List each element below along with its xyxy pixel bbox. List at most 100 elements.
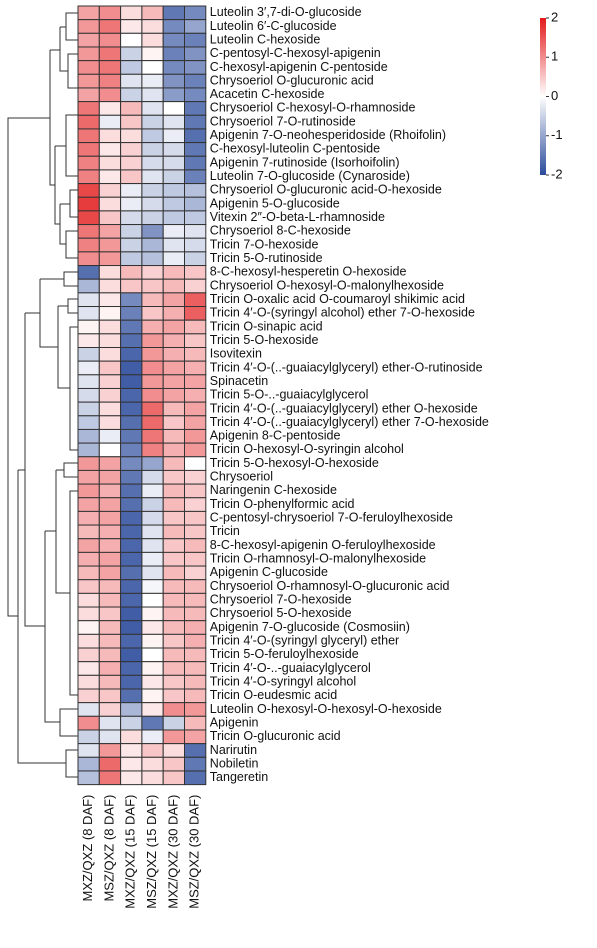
heatmap-cell	[162, 469, 185, 485]
row-label: Apigenin 7-O-neohesperidoside (Rhoifolin…	[210, 128, 446, 142]
heatmap-cell	[98, 647, 122, 663]
heatmap-cell	[98, 702, 122, 717]
heatmap-cell	[98, 265, 122, 280]
heatmap-cell	[120, 306, 143, 321]
heatmap-cell	[77, 620, 100, 635]
heatmap-cell	[184, 483, 207, 499]
heatmap-cell	[184, 770, 207, 786]
heatmap-cell	[98, 551, 122, 567]
heatmap-cell	[120, 647, 143, 663]
row-label: Tricin O-oxalic acid O-coumaroyl shikimi…	[210, 292, 465, 306]
heatmap-cell	[98, 606, 122, 622]
heatmap-cell	[98, 128, 122, 144]
heatmap-cell	[77, 428, 100, 444]
heatmap-cell	[141, 142, 164, 157]
heatmap-cell	[184, 551, 207, 567]
heatmap-cell	[141, 155, 164, 171]
heatmap-cell	[77, 510, 100, 526]
heatmap-cell	[184, 46, 207, 62]
heatmap-cell	[120, 196, 143, 212]
row-label: Tricin 4′-O-(..-guaiacylglyceryl) ether-…	[210, 360, 483, 374]
heatmap-cell	[120, 169, 143, 185]
row-label: Tricin O-hexosyl-O-syringin alcohol	[210, 442, 404, 456]
heatmap-cell	[184, 278, 207, 294]
row-label: Naringenin C-hexoside	[210, 483, 337, 497]
row-label: Tricin O-glucuronic acid	[210, 729, 341, 743]
row-label: Tricin O-phenylformic acid	[210, 497, 355, 511]
heatmap-cell	[120, 87, 143, 103]
heatmap-cell	[120, 333, 143, 348]
heatmap-cell	[162, 237, 185, 253]
heatmap-cell	[141, 674, 164, 690]
heatmap-cell	[141, 196, 164, 212]
heatmap-cell	[77, 715, 100, 731]
heatmap-cell	[98, 524, 122, 540]
heatmap-cell	[120, 278, 143, 294]
row-label: Vitexin 2″-O-beta-L-rhamnoside	[210, 210, 385, 224]
heatmap-cell	[77, 73, 100, 89]
row-label: Tricin 4′-O-(..-guaiacylglyceryl) ether …	[210, 401, 478, 415]
heatmap-cell	[120, 442, 143, 458]
heatmap-cell	[162, 715, 185, 731]
heatmap-cell	[184, 524, 207, 540]
heatmap-cell	[120, 210, 143, 226]
heatmap-cell	[184, 374, 207, 389]
heatmap-cell	[184, 415, 207, 430]
heatmap-cell	[162, 73, 185, 89]
heatmap-cell	[98, 401, 122, 417]
heatmap-cell	[98, 770, 122, 786]
heatmap-cell	[162, 647, 185, 663]
heatmap-cell	[184, 674, 207, 690]
heatmap-cell	[184, 592, 207, 608]
column-label: MXZ/QXZ (8 DAF)	[80, 795, 95, 902]
heatmap-cell	[184, 729, 207, 745]
heatmap-cell	[184, 251, 207, 267]
heatmap-cell	[184, 237, 207, 253]
heatmap-cell	[162, 360, 185, 376]
heatmap-cell	[162, 251, 185, 267]
heatmap-cell	[162, 292, 185, 308]
heatmap-cell	[77, 155, 100, 171]
heatmap-cell	[77, 210, 100, 226]
heatmap-cell	[184, 142, 207, 157]
row-label: Tricin 5-O-hexosyl-O-hexoside	[210, 456, 379, 470]
heatmap-cell	[120, 60, 143, 75]
row-label: Luteolin 6′-C-glucoside	[210, 19, 337, 33]
heatmap-cell	[162, 319, 185, 335]
row-label: Tricin 4′-O-syringyl alcohol	[210, 674, 356, 688]
heatmap-cell	[141, 415, 164, 430]
row-label: Nobiletin	[210, 756, 259, 770]
heatmap-cell	[77, 319, 100, 335]
heatmap-cell	[77, 524, 100, 540]
heatmap-cell	[120, 702, 143, 717]
heatmap-cell	[184, 633, 207, 649]
heatmap-cell	[120, 292, 143, 308]
heatmap-cell	[98, 442, 122, 458]
heatmap-cell	[77, 87, 100, 103]
row-label: Apigenin C-glucoside	[210, 565, 328, 579]
row-label: Tricin 5-O-rutinoside	[210, 251, 323, 265]
heatmap-cell	[184, 347, 207, 362]
heatmap-cell	[184, 688, 207, 704]
heatmap-cell	[162, 60, 185, 75]
heatmap-cell	[141, 510, 164, 526]
heatmap-cell	[162, 196, 185, 212]
heatmap-cell	[120, 251, 143, 267]
heatmap-cell	[162, 224, 185, 239]
heatmap-cell	[98, 510, 122, 526]
heatmap-cell	[120, 73, 143, 89]
heatmap-cell	[120, 551, 143, 567]
row-label: Tricin 5-O-..-guaiacylglycerol	[210, 388, 369, 402]
heatmap-cell	[141, 169, 164, 185]
heatmap-cell	[184, 5, 207, 21]
heatmap-cell	[120, 592, 143, 608]
heatmap-cell	[184, 565, 207, 581]
heatmap-cell	[162, 661, 185, 676]
heatmap-cell	[98, 251, 122, 267]
colorbar-tick-label: 0	[551, 88, 558, 103]
heatmap-cell	[77, 661, 100, 676]
heatmap-cell	[162, 592, 185, 608]
heatmap-cell	[98, 565, 122, 581]
colorbar-tick-label: -1	[551, 127, 563, 142]
